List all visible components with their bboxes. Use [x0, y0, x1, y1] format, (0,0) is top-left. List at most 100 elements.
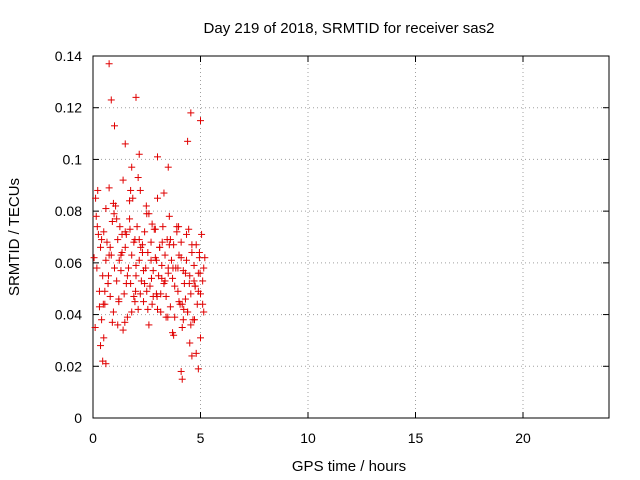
- data-point: [181, 269, 189, 277]
- data-point: [200, 264, 208, 272]
- data-point: [177, 238, 185, 246]
- data-point: [194, 365, 202, 373]
- data-point: [161, 277, 169, 285]
- data-point: [120, 290, 128, 298]
- data-point: [135, 150, 143, 158]
- data-point: [188, 249, 196, 257]
- data-point: [169, 274, 177, 282]
- data-point: [187, 321, 195, 329]
- data-point: [128, 251, 136, 259]
- data-point: [91, 324, 99, 331]
- data-point: [126, 225, 134, 233]
- data-point: [196, 269, 204, 277]
- data-point: [126, 197, 134, 205]
- data-point: [188, 241, 196, 249]
- data-point: [93, 223, 101, 231]
- data-point: [97, 243, 105, 251]
- data-point: [98, 316, 106, 324]
- data-point: [133, 223, 141, 231]
- data-point: [102, 256, 110, 264]
- data-point: [171, 282, 179, 290]
- data-point: [105, 184, 113, 192]
- data-point: [154, 153, 161, 161]
- data-point: [186, 339, 194, 347]
- data-point: [138, 249, 146, 257]
- data-point: [94, 186, 102, 194]
- data-point: [136, 186, 144, 194]
- data-point: [171, 313, 179, 321]
- x-tick-label: 15: [408, 430, 424, 446]
- data-point: [119, 326, 127, 334]
- y-tick-label: 0.12: [55, 100, 82, 116]
- data-point: [151, 225, 159, 233]
- data-point: [105, 251, 113, 259]
- data-point: [164, 313, 172, 321]
- data-point: [190, 277, 198, 285]
- x-tick-label: 10: [300, 430, 316, 446]
- y-tick-label: 0.06: [55, 255, 82, 271]
- data-point: [147, 274, 155, 282]
- data-point: [101, 287, 109, 295]
- data-point: [178, 375, 186, 383]
- data-point: [184, 308, 192, 316]
- data-point: [145, 321, 153, 329]
- y-tick-label: 0.14: [55, 48, 82, 64]
- data-point: [121, 140, 129, 148]
- tick-labels: 0 5 10 15 20 0 0.02 0.04 0.06 0.08 0.1 0.12 0.14: [55, 48, 531, 446]
- data-point: [90, 254, 98, 262]
- data-point: [105, 60, 113, 68]
- data-point: [104, 272, 112, 280]
- data-point: [111, 122, 118, 130]
- data-point: [192, 349, 200, 357]
- data-point: [126, 215, 134, 223]
- data-point: [180, 305, 188, 313]
- data-point: [185, 225, 193, 233]
- data-point: [198, 230, 206, 238]
- data-point: [174, 287, 182, 295]
- data-point: [127, 186, 135, 194]
- data-points: [90, 60, 209, 383]
- data-point: [159, 223, 167, 231]
- data-point: [134, 305, 142, 313]
- data-point: [102, 360, 110, 368]
- data-point: [128, 308, 136, 316]
- data-point: [137, 243, 145, 251]
- data-point: [178, 300, 186, 308]
- data-point: [92, 212, 100, 220]
- data-point: [113, 277, 121, 285]
- data-point: [141, 228, 149, 236]
- data-point: [194, 287, 202, 295]
- data-point: [181, 295, 189, 303]
- data-point: [197, 334, 204, 342]
- data-point: [140, 267, 148, 275]
- data-point: [119, 176, 127, 184]
- data-point: [175, 223, 183, 231]
- data-point: [187, 290, 195, 298]
- data-point: [170, 331, 178, 339]
- data-point: [100, 334, 108, 342]
- data-point: [156, 243, 164, 251]
- data-point: [102, 205, 110, 213]
- data-point: [144, 305, 152, 313]
- data-point: [161, 251, 169, 259]
- data-point: [115, 295, 123, 303]
- data-point: [147, 238, 155, 246]
- y-tick-label: 0.04: [55, 307, 82, 323]
- data-point: [131, 298, 139, 306]
- data-point: [121, 318, 129, 326]
- data-point: [100, 228, 108, 236]
- data-point: [141, 280, 149, 288]
- data-point: [107, 96, 115, 104]
- data-point: [146, 282, 154, 290]
- data-point: [98, 236, 106, 244]
- data-point: [111, 264, 118, 272]
- data-point: [94, 230, 102, 238]
- data-point: [162, 292, 170, 300]
- data-point: [148, 300, 156, 308]
- data-point: [123, 313, 131, 321]
- data-point: [201, 254, 209, 262]
- data-point: [103, 238, 111, 246]
- data-point: [99, 300, 107, 308]
- data-point: [135, 236, 143, 244]
